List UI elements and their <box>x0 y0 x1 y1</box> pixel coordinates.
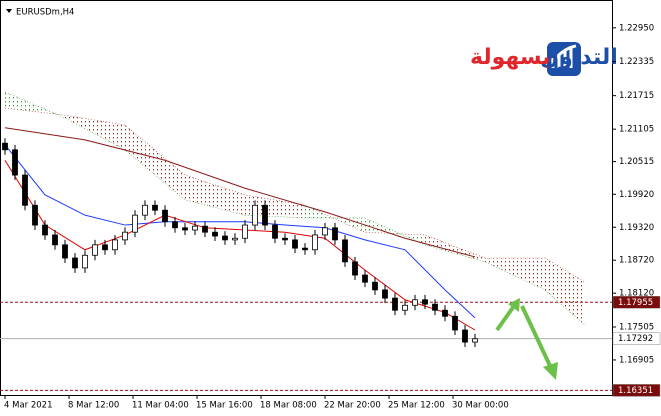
logo-word1: التداول <box>540 45 618 70</box>
y-tick-label: 1.19320 <box>619 223 654 233</box>
candle-body <box>282 237 288 241</box>
candle-body <box>102 244 108 251</box>
candle-body <box>272 224 278 239</box>
price-label-box <box>612 332 661 345</box>
candle-body <box>22 174 28 206</box>
candle-body <box>122 231 128 241</box>
x-tick-label: 11 Mar 04:00 <box>132 401 189 411</box>
candle-body <box>92 244 98 256</box>
y-tick-label: 1.20515 <box>619 157 654 167</box>
candle-body <box>132 214 138 233</box>
candle-body <box>32 204 38 226</box>
symbol-arrow <box>6 9 12 13</box>
candle-body <box>232 237 238 241</box>
candle-body <box>442 309 448 317</box>
y-tick-label: 1.21715 <box>619 91 654 101</box>
y-tick-label: 1.18120 <box>619 289 654 299</box>
cloud-fill <box>185 175 245 216</box>
candle-body <box>172 221 178 229</box>
candle-body <box>202 225 208 233</box>
candle-body <box>72 257 78 269</box>
cloud-edge <box>4 91 586 326</box>
candle-body <box>62 244 68 259</box>
logo: التداول بسهولة <box>470 42 618 76</box>
candle-body <box>142 204 148 216</box>
price-label-box <box>612 296 661 309</box>
arrow-up-head <box>508 298 520 312</box>
candle-body <box>242 224 248 239</box>
candle-body <box>432 303 438 311</box>
cloud-fill <box>5 92 65 118</box>
cloud-fill <box>485 258 545 290</box>
candle-body <box>352 261 358 276</box>
candle-body <box>252 204 258 226</box>
arrow-down <box>520 305 553 369</box>
candle-body <box>452 315 458 331</box>
plot-area <box>0 91 612 391</box>
y-tick-label: 1.16905 <box>619 355 654 365</box>
y-tick-label: 1.17505 <box>619 322 654 332</box>
candle-body <box>192 225 198 231</box>
candle-body <box>42 224 48 236</box>
candle-body <box>362 274 368 283</box>
candle-body <box>382 289 388 299</box>
y-tick-label: 1.22950 <box>619 23 654 33</box>
price-label-box <box>612 384 661 397</box>
x-tick-label: 22 Mar 20:00 <box>324 401 381 411</box>
cloud-fill <box>125 125 185 200</box>
candle-body <box>472 338 478 343</box>
candle-body <box>182 227 188 231</box>
x-tick-label: 18 Mar 08:00 <box>260 401 317 411</box>
candle-body <box>392 297 398 311</box>
candle-body <box>412 299 418 306</box>
candle-body <box>222 235 228 241</box>
cloud-fill <box>545 258 585 326</box>
x-tick-label: 8 Mar 12:00 <box>68 401 119 411</box>
cloud-fill <box>65 115 125 150</box>
indicator-line <box>4 127 476 258</box>
candle-body <box>162 209 168 223</box>
candle-body <box>372 281 378 291</box>
candle-body <box>332 227 338 241</box>
candle-body <box>322 227 328 236</box>
y-tick-label: 1.22335 <box>619 57 654 67</box>
candle-body <box>152 204 158 211</box>
y-tick-label: 1.19920 <box>619 190 654 200</box>
candle-body <box>422 299 428 305</box>
candle-body <box>2 142 8 151</box>
candle-body <box>292 239 298 249</box>
candle-body <box>262 204 268 226</box>
arrows <box>495 298 558 380</box>
candle-body <box>312 234 318 251</box>
arrow-down-head <box>543 362 558 380</box>
candle-body <box>52 234 58 246</box>
candle-body <box>82 254 88 269</box>
symbol-label: EURUSDm,H4 <box>16 8 74 18</box>
candle-body <box>462 329 468 343</box>
y-tick-label: 1.18720 <box>619 256 654 266</box>
candle-body <box>112 239 118 251</box>
x-tick-label: 30 Mar 00:00 <box>452 401 509 411</box>
candle-body <box>402 304 408 311</box>
arrow-up <box>495 304 516 332</box>
price-label: 1.16351 <box>618 386 653 396</box>
x-tick-label: 15 Mar 16:00 <box>196 401 253 411</box>
x-tick-label: 25 Mar 12:00 <box>388 401 445 411</box>
price-label: 1.17955 <box>618 298 653 308</box>
y-tick-label: 1.21105 <box>619 125 654 135</box>
candle-body <box>212 231 218 237</box>
cloud-fill <box>245 194 305 218</box>
logo-bars <box>550 44 577 68</box>
candle-body <box>302 247 308 251</box>
logo-word2: بسهولة <box>470 45 551 70</box>
candle-body <box>12 149 18 176</box>
candle-body <box>342 239 348 263</box>
plot-frame <box>0 0 613 396</box>
x-tick-label: 4 Mar 2021 <box>4 401 52 411</box>
price-label: 1.17292 <box>618 334 653 344</box>
